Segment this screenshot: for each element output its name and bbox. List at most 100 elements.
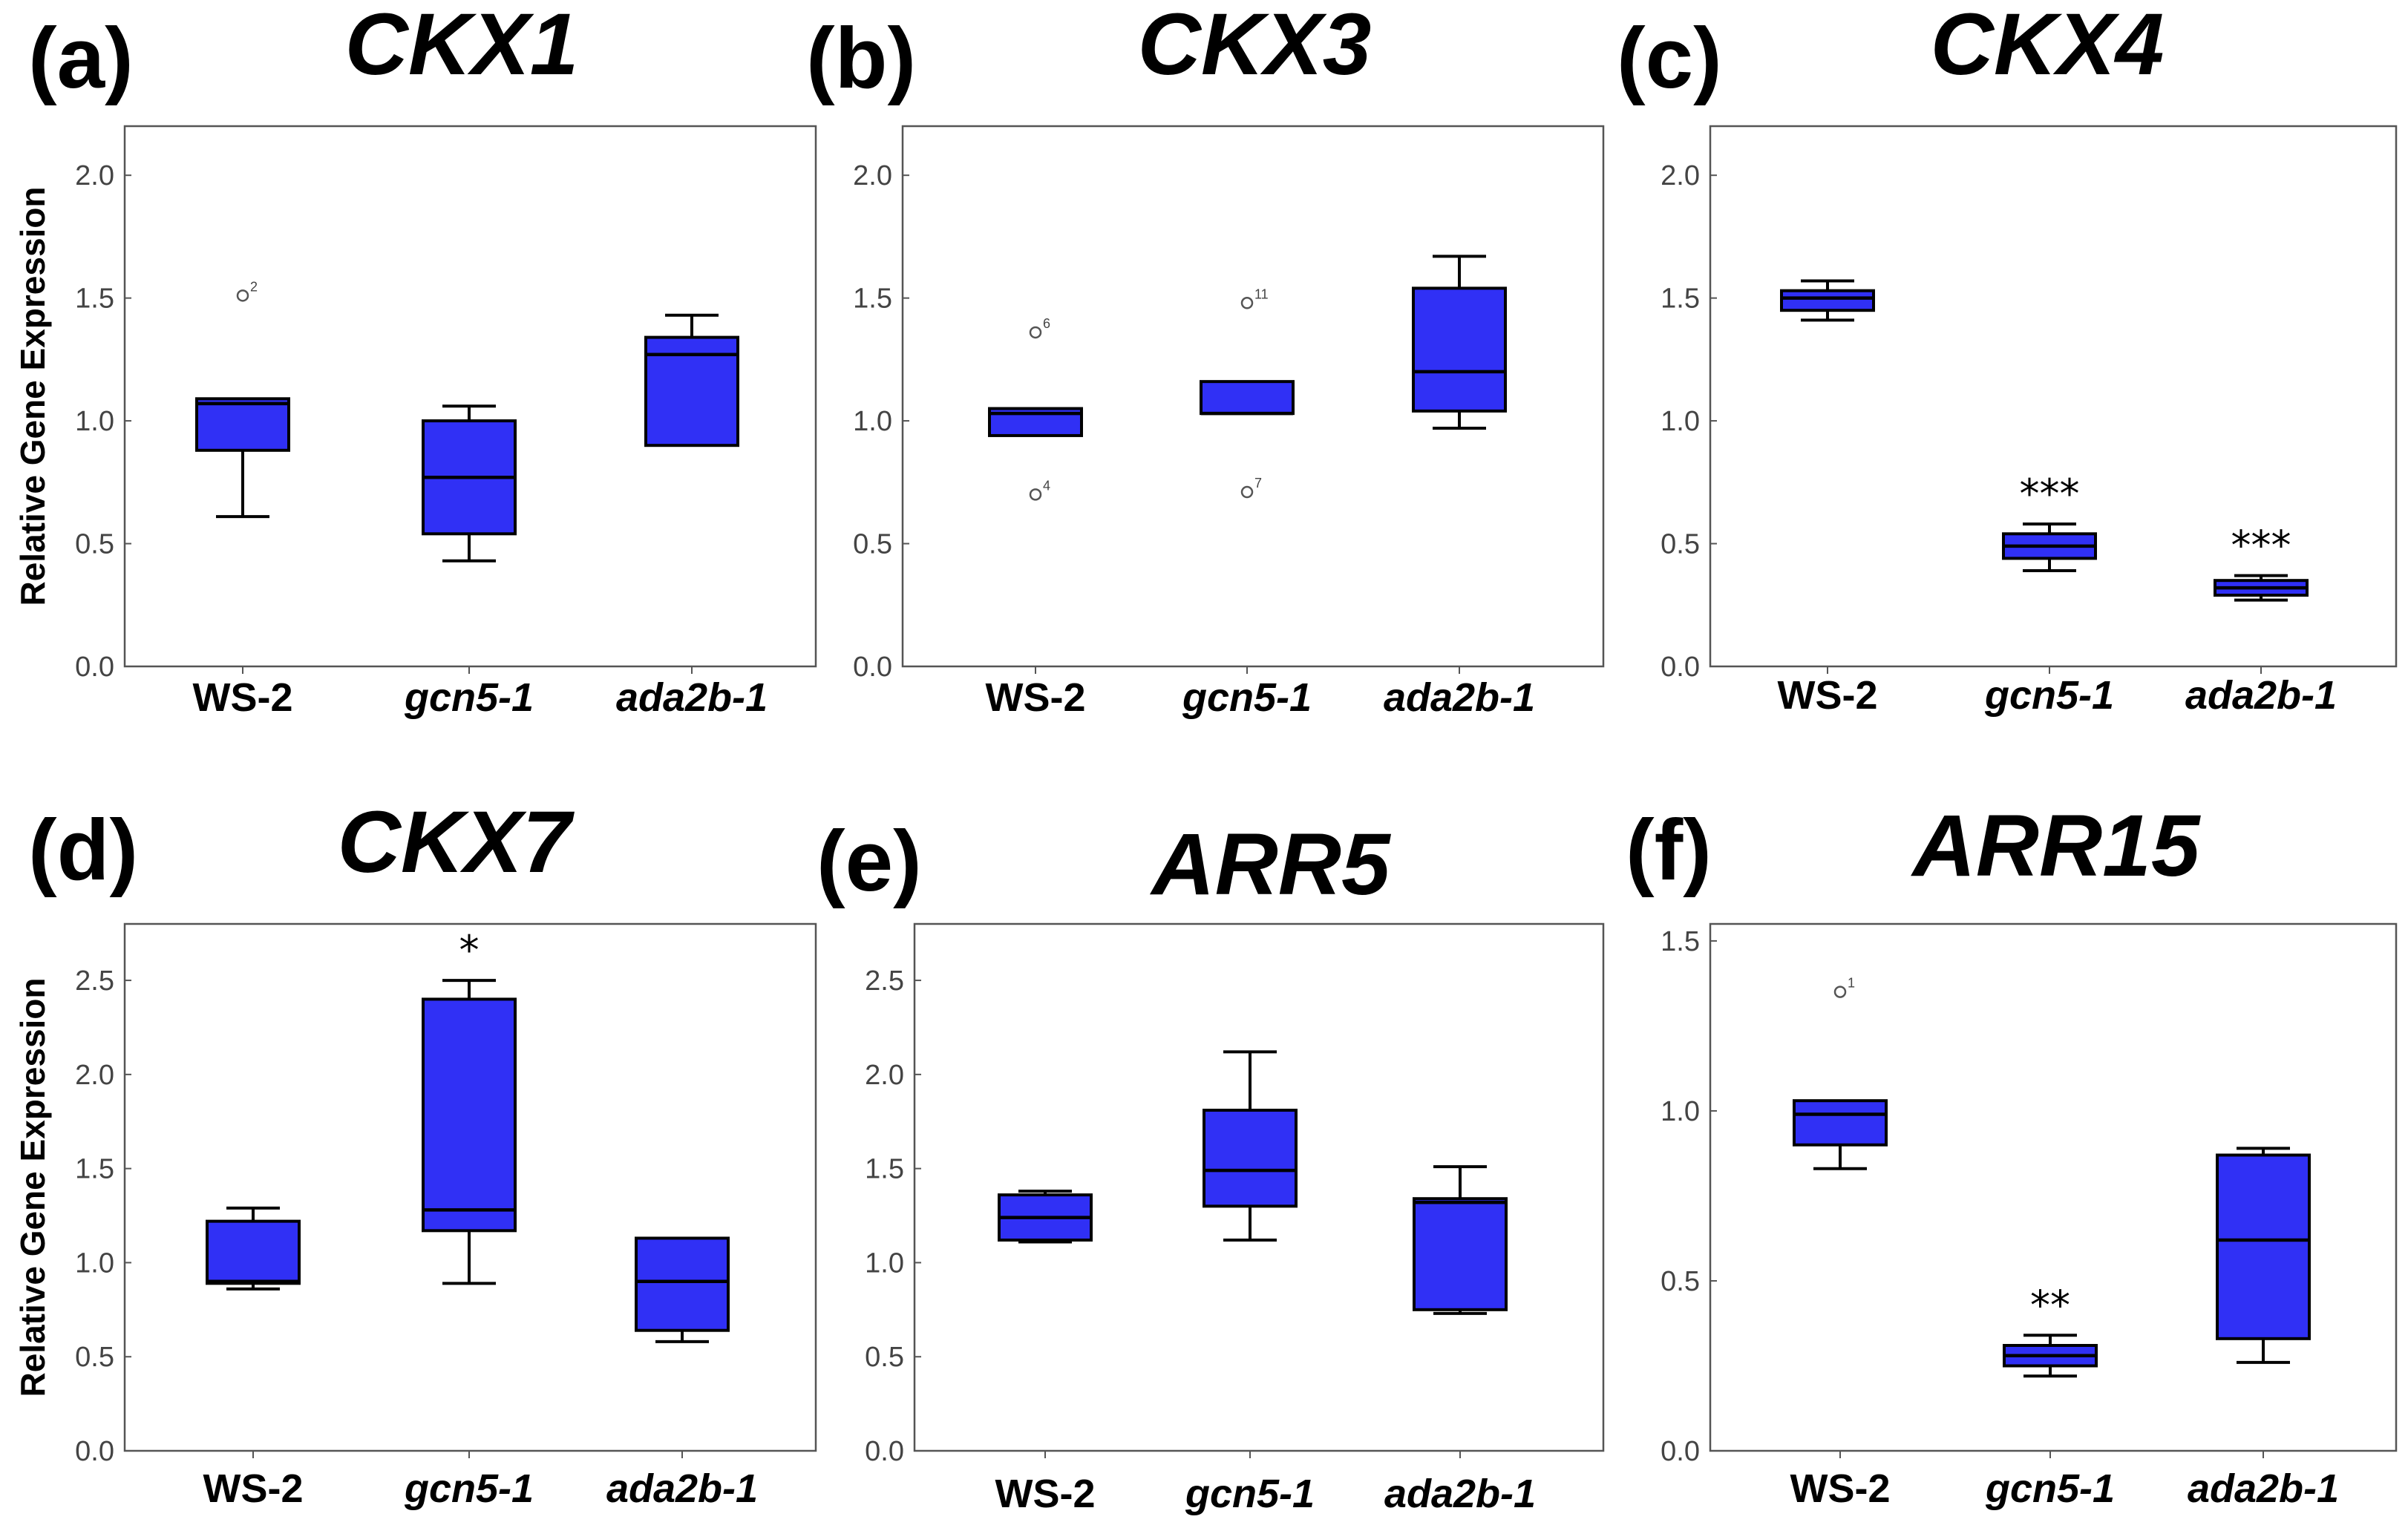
- category-label: ada2b-1: [1384, 675, 1535, 720]
- box-plot-WS-2: 64: [988, 316, 1083, 501]
- outlier-label: 7: [1254, 476, 1262, 491]
- outlier-point: [1240, 297, 1254, 309]
- y-tick-label: 0.5: [853, 529, 892, 560]
- panel-f: (f) ARR15 0.0 0.5 1.0 1.5 WS-2 1 gcn5-1 ** ada2b-1: [1626, 797, 2398, 1511]
- significance-marker: ***: [2020, 470, 2080, 517]
- panel-letter: (e): [817, 813, 922, 909]
- box-iqr: [1793, 1099, 1888, 1147]
- box-plot-ada2b-1: [2216, 1147, 2311, 1364]
- y-tick-label: 0.0: [853, 652, 892, 683]
- category-label: WS-2: [1778, 673, 1878, 718]
- y-tick-label: 0.0: [865, 1436, 904, 1467]
- plot-frame: [123, 125, 817, 668]
- box-iqr: [195, 397, 290, 452]
- y-tick-label: 2.5: [865, 965, 904, 997]
- plot-frame: [1709, 922, 2398, 1452]
- category-label: ada2b-1: [2188, 1466, 2339, 1511]
- box-plot-ada2b-1: ***: [2214, 522, 2309, 602]
- y-tick-label: 1.0: [1661, 406, 1700, 437]
- y-axis-label: Relative Gene Expression: [13, 186, 52, 606]
- y-tick-label: 2.5: [75, 965, 114, 997]
- box-plot-gcn5-1: 11 7: [1200, 286, 1295, 499]
- panel-c: (c) CKX4 0.0 0.5 1.0 1.5 2.0 WS-2 gcn5-1 *** ada2b…: [1617, 0, 2398, 718]
- y-tick-label: 2.0: [853, 160, 892, 191]
- y-tick-label: 1.5: [865, 1154, 904, 1185]
- box-plot-gcn5-1: [1203, 1050, 1298, 1242]
- panel-letter: (c): [1617, 10, 1722, 106]
- panel-letter: (f): [1626, 801, 1712, 898]
- y-tick-label: 2.0: [75, 1060, 114, 1091]
- y-tick-label: 0.5: [865, 1342, 904, 1373]
- category-label: gcn5-1: [404, 1466, 534, 1511]
- outlier-label: 4: [1043, 478, 1050, 493]
- gene-title: CKX1: [345, 0, 579, 94]
- outlier-point: [1833, 986, 1847, 998]
- y-tick-label: 0.0: [1661, 1436, 1700, 1467]
- significance-marker: **: [2030, 1282, 2070, 1328]
- y-tick-label: 0.0: [75, 652, 114, 683]
- category-label: gcn5-1: [1985, 1466, 2115, 1511]
- panel-a: (a) CKX1 0.0 0.5 1.0 1.5 2.0 Relative Gene Expr…: [13, 0, 817, 720]
- plot-frame: [123, 922, 817, 1452]
- y-tick-label: 2.0: [75, 160, 114, 191]
- outlier-label: 6: [1043, 316, 1050, 331]
- y-tick-label: 1.0: [853, 406, 892, 437]
- y-tick-label: 2.0: [1661, 160, 1700, 191]
- outlier-point: [1240, 485, 1254, 499]
- gene-title: ARR15: [1911, 797, 2202, 895]
- box-plot-gcn5-1: [422, 404, 517, 563]
- box-plot-WS-2: 2: [195, 279, 290, 519]
- y-axis-label: Relative Gene Expression: [13, 977, 52, 1397]
- box-plot-gcn5-1: *: [422, 927, 517, 1285]
- box-iqr: [1203, 1109, 1298, 1208]
- y-tick-label: 0.0: [1661, 652, 1700, 683]
- box-plot-ada2b-1: [1413, 1165, 1508, 1315]
- category-label: WS-2: [193, 675, 293, 720]
- panel-letter: (b): [806, 10, 916, 106]
- box-plot-ada2b-1: [1412, 255, 1507, 430]
- box-iqr: [1413, 1197, 1508, 1311]
- panel-b: (b) CKX30.00.51.01.52.0WS-264gcn5-1117ada…: [806, 0, 1605, 720]
- box-plot-gcn5-1: **: [2003, 1282, 2098, 1378]
- plot-frame: [913, 922, 1605, 1452]
- box-iqr: [1200, 380, 1295, 416]
- gene-title: CKX3: [1138, 0, 1372, 94]
- box-iqr: [2216, 1153, 2311, 1340]
- y-tick-label: 1.5: [75, 283, 114, 315]
- y-tick-label: 0.5: [1661, 529, 1700, 560]
- category-label: WS-2: [1790, 1466, 1891, 1511]
- gene-title: CKX7: [338, 793, 575, 891]
- y-tick-label: 1.5: [1661, 926, 1700, 957]
- box-plot-WS-2: [998, 1190, 1093, 1244]
- outlier-label: 1: [1848, 976, 1855, 991]
- outlier-point: [1029, 326, 1042, 339]
- y-tick-label: 0.5: [1661, 1266, 1700, 1297]
- y-tick-label: 1.0: [75, 1247, 114, 1279]
- plot-frame: [901, 125, 1605, 668]
- panel-letter: (d): [28, 801, 138, 898]
- category-label: ada2b-1: [606, 1466, 758, 1511]
- y-tick-label: 1.5: [75, 1154, 114, 1185]
- box-plot-ada2b-1: [635, 1236, 730, 1343]
- significance-marker: *: [459, 927, 480, 974]
- plot-frame: [1709, 125, 2398, 668]
- outlier-label: 11: [1254, 286, 1269, 301]
- category-label: gcn5-1: [1182, 675, 1312, 720]
- y-tick-label: 1.0: [75, 406, 114, 437]
- y-tick-label: 0.0: [75, 1436, 114, 1467]
- category-label: gcn5-1: [1185, 1472, 1315, 1516]
- category-label: ada2b-1: [1384, 1472, 1536, 1516]
- box-plot-WS-2: [1780, 279, 1875, 322]
- category-label: ada2b-1: [2185, 673, 2337, 718]
- y-tick-label: 2.0: [865, 1060, 904, 1091]
- box-iqr: [1780, 289, 1875, 312]
- y-tick-label: 1.0: [1661, 1096, 1700, 1127]
- y-tick-label: 1.5: [853, 283, 892, 315]
- box-plot-WS-2: [206, 1206, 301, 1291]
- category-label: gcn5-1: [1984, 673, 2114, 718]
- outlier-label: 2: [250, 279, 258, 294]
- box-plot-WS-2: 1: [1793, 976, 1888, 1170]
- box-iqr: [422, 997, 517, 1233]
- category-label: WS-2: [995, 1472, 1096, 1516]
- panel-d: (d) CKX7 0.0 0.5 1.0 1.5 2.0 2.5 Relative Gene E…: [13, 793, 817, 1511]
